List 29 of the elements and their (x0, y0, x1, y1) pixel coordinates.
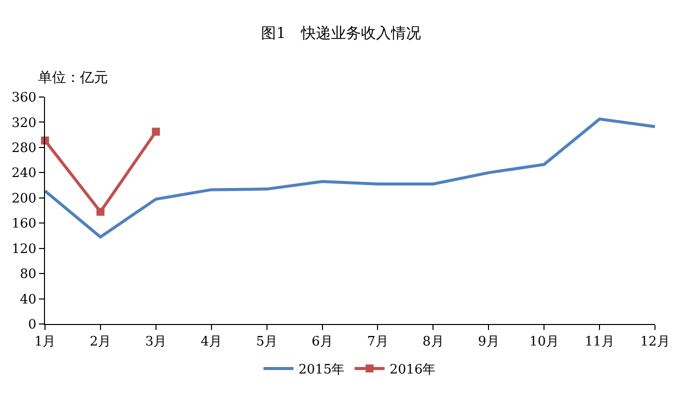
x-tick-label: 1月 (34, 334, 56, 350)
x-tick-label: 4月 (200, 334, 222, 350)
y-tick-label: 360 (12, 90, 36, 106)
y-tick-label: 0 (28, 318, 36, 333)
x-tick-label: 3月 (145, 334, 167, 350)
y-axis-title: 单位：亿元 (38, 70, 108, 86)
x-tick-label: 12月 (640, 334, 670, 350)
line-series (45, 118, 655, 238)
y-tick-label: 280 (12, 140, 36, 156)
x-tick-label: 11月 (584, 334, 614, 350)
y-tick-label: 320 (12, 116, 36, 131)
point (152, 128, 160, 136)
y-tick-label: 120 (12, 242, 36, 257)
point (96, 208, 104, 216)
x-tick-label: 2月 (90, 334, 112, 350)
x-tick-label: 5月 (256, 334, 278, 350)
x-tick-label: 8月 (422, 334, 444, 350)
x-tick-label: 9月 (478, 334, 500, 350)
y-tick-label: 80 (20, 267, 36, 282)
x-tick-label: 10月 (529, 334, 559, 350)
y-tick-label: 160 (12, 216, 36, 232)
y-tick-label: 40 (20, 292, 36, 308)
y-tick-label: 240 (12, 166, 36, 182)
legend-label: 2016年 (390, 362, 436, 378)
chart-title: 图1 快递业务收入情况 (261, 24, 421, 42)
y-tick-label: 200 (12, 191, 36, 206)
legend-label: 2015年 (298, 362, 345, 378)
x-tick-label: 7月 (367, 334, 388, 350)
x-tick-label: 6月 (312, 334, 333, 350)
